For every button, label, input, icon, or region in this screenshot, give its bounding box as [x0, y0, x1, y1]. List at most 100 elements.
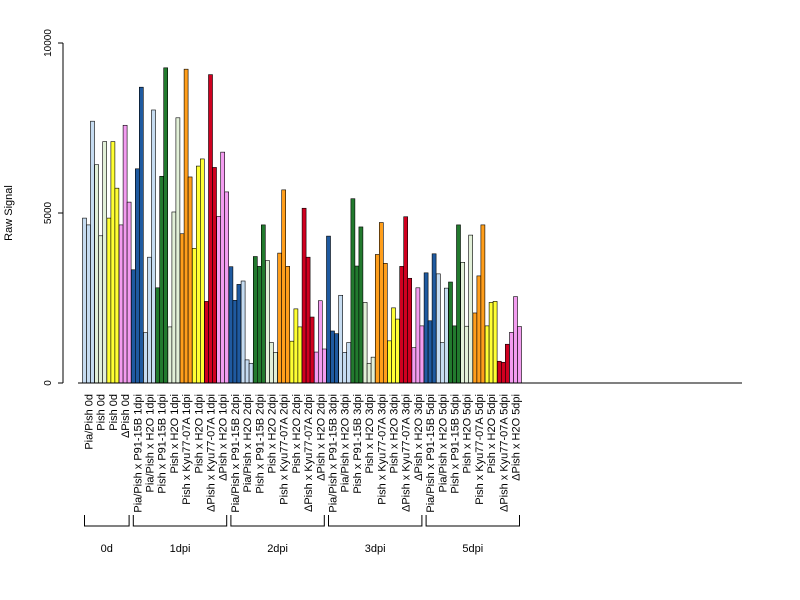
bar — [496, 360, 502, 384]
category-label: Pia/Pish x H2O 3dpi — [340, 394, 352, 492]
bar — [415, 287, 421, 384]
bar — [285, 266, 291, 384]
category-label: Pia/Pish x H2O 2dpi — [242, 394, 254, 492]
bar — [354, 265, 360, 384]
category-label: Pish x Kyu77-07A 2dpi — [279, 394, 291, 505]
bar — [374, 254, 380, 384]
bar — [102, 141, 107, 384]
bar — [147, 256, 152, 384]
category-label: Pish x H2O 5dpi — [462, 394, 474, 473]
bar — [256, 266, 262, 384]
bar — [439, 342, 445, 384]
bar — [131, 269, 136, 384]
bar — [228, 266, 234, 384]
bar — [460, 261, 466, 384]
bar — [362, 302, 368, 384]
bar — [435, 273, 441, 384]
bar — [192, 248, 197, 384]
bar — [260, 224, 266, 384]
bar — [500, 361, 506, 384]
bar — [488, 302, 494, 384]
bar — [126, 201, 132, 384]
category-label: Pia/Pish x P91-15B 3dpi — [328, 394, 340, 513]
bar — [407, 277, 413, 384]
bar — [423, 272, 429, 384]
category-labels: Pia/Pish 0d Pish 0d Pish 0d ΔPish 0d Pia/Pis… — [84, 394, 523, 513]
bar — [236, 284, 242, 384]
bar — [330, 330, 335, 384]
category-label: Pish x P91-15B 2dpi — [254, 394, 266, 494]
category-label: Pish x P91-15B 3dpi — [352, 394, 364, 494]
bar — [387, 340, 392, 384]
bar — [443, 287, 449, 384]
bar — [317, 300, 323, 384]
group-brackets: 0d 1dpi 2dpi 3dpi 5dpi — [84, 515, 520, 555]
category-label: Pia/Pish x H2O 5dpi — [437, 394, 449, 492]
bar — [171, 211, 177, 384]
category-label: ΔPish x H2O 2dpi — [315, 394, 327, 481]
bar — [220, 151, 225, 384]
bar — [273, 352, 278, 384]
bar — [378, 222, 384, 384]
bar — [301, 207, 307, 384]
bar — [334, 333, 339, 384]
bar — [244, 359, 250, 384]
bar — [366, 362, 372, 384]
group-label: 2dpi — [267, 543, 288, 555]
bar — [326, 235, 331, 384]
bar — [480, 224, 486, 384]
category-label: Pish x P91-15B 1dpi — [157, 394, 169, 494]
bar — [289, 340, 295, 384]
bar — [517, 326, 522, 384]
category-label: Pia/Pish x P91-15B 5dpi — [425, 394, 437, 513]
group-bracket — [230, 515, 325, 527]
bar — [513, 296, 518, 384]
bar — [253, 256, 258, 384]
group-label: 1dpi — [170, 543, 191, 555]
bar — [82, 217, 87, 384]
bar — [265, 260, 270, 384]
bar — [509, 332, 514, 384]
category-label: ΔPish x H2O 3dpi — [413, 394, 425, 481]
category-label: Pish x Kyu77-07A 5dpi — [474, 394, 486, 505]
bar — [212, 167, 217, 384]
bar — [179, 233, 185, 384]
bar — [200, 158, 205, 384]
category-label: Pia/Pish x H2O 1dpi — [145, 394, 157, 492]
bar — [187, 176, 193, 384]
category-label: Pish 0d — [96, 394, 108, 431]
y-tick-label: 10000 — [43, 29, 54, 57]
category-label: Pish x Kyu77-07A 1dpi — [181, 394, 193, 505]
category-label: ΔPish x H2O 5dpi — [511, 394, 523, 481]
bar — [472, 312, 478, 384]
category-label: Pish x P91-15B 5dpi — [450, 394, 462, 494]
bar — [484, 325, 490, 384]
bar — [492, 301, 498, 384]
category-label: Pish x H2O 2dpi — [291, 394, 303, 473]
group-bracket — [328, 515, 423, 527]
category-label: Pish x H2O 3dpi — [364, 394, 376, 473]
category-label: Pish x H2O 3dpi — [389, 394, 401, 473]
category-label: ΔPish x Kyu77-07A 1dpi — [206, 394, 218, 512]
bar — [175, 117, 181, 384]
category-label: Pia/Pish 0d — [84, 394, 96, 450]
category-label: Pia/Pish x P91-15B 1dpi — [132, 394, 144, 513]
category-label: ΔPish x H2O 1dpi — [218, 394, 230, 481]
bar — [313, 351, 319, 384]
category-label: ΔPish 0d — [120, 394, 132, 438]
category-label: Pish 0d — [108, 394, 120, 431]
category-label: Pia/Pish x P91-15B 2dpi — [230, 394, 242, 513]
bar — [281, 189, 287, 384]
group-label: 0d — [101, 543, 113, 555]
group-label: 3dpi — [365, 543, 386, 555]
bar — [204, 301, 209, 384]
bar — [305, 256, 311, 384]
y-axis-label: Raw Signal — [3, 185, 15, 241]
category-label: Pish x H2O 5dpi — [486, 394, 498, 473]
bar — [350, 198, 356, 384]
bar — [155, 287, 160, 384]
y-tick-label: 0 — [43, 380, 54, 386]
bar — [196, 165, 201, 384]
bar — [448, 281, 453, 384]
bar — [277, 252, 283, 384]
